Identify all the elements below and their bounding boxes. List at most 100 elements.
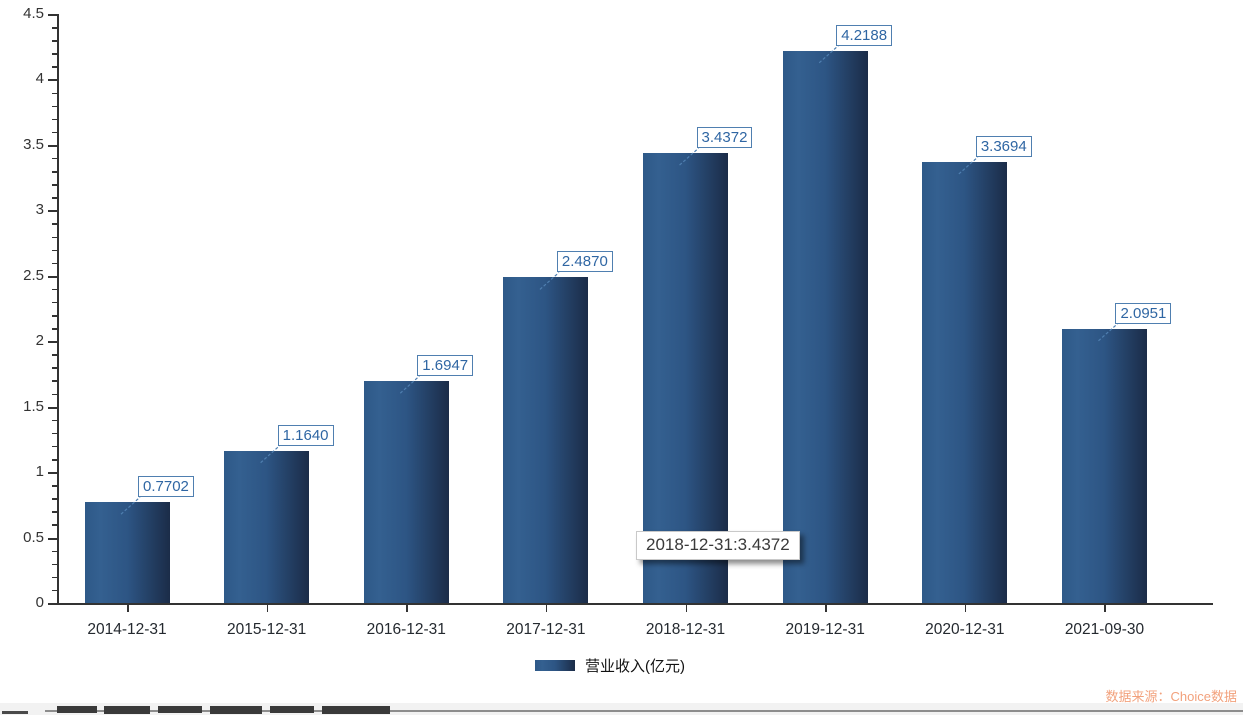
x-axis-tick <box>1104 605 1106 612</box>
bar-2018-12-31[interactable] <box>643 153 729 603</box>
y-minor-tick <box>52 27 57 29</box>
y-minor-tick <box>52 563 57 566</box>
bar-value-label: 1.6947 <box>417 355 474 377</box>
x-axis-tick-label: 2017-12-31 <box>506 621 586 638</box>
y-minor-tick <box>52 184 57 186</box>
x-axis-tick <box>266 605 269 612</box>
x-axis-tick-label: 2019-12-31 <box>785 621 865 638</box>
bar-value-label: 2.0951 <box>1115 302 1172 324</box>
y-axis-tick-label: 1 <box>35 463 44 481</box>
bar-value-label: 2.4870 <box>556 251 613 273</box>
bar-value-label: 4.2188 <box>836 24 893 46</box>
bar-2017-12-31[interactable] <box>503 277 589 603</box>
x-axis-tick <box>406 605 408 612</box>
x-axis-tick <box>545 605 548 612</box>
y-minor-tick <box>52 171 57 173</box>
y-axis-tick-label: 2 <box>35 332 44 350</box>
x-axis-tick <box>964 605 967 612</box>
bar-2014-12-31[interactable] <box>84 502 170 603</box>
bar-value-label: 0.7702 <box>138 476 194 498</box>
x-axis-tick <box>685 605 688 612</box>
divider <box>45 710 1243 712</box>
y-minor-tick <box>52 524 57 526</box>
y-axis <box>57 14 59 605</box>
data-source-note: 数据来源：Choice数据 <box>1105 689 1237 704</box>
y-axis-tick-label: 3.5 <box>23 135 44 153</box>
y-minor-tick <box>52 393 57 396</box>
y-minor-tick <box>52 485 57 487</box>
y-major-tick <box>48 79 57 82</box>
y-minor-tick <box>52 288 57 291</box>
bar-value-label: 3.4372 <box>696 127 753 149</box>
y-minor-tick <box>52 105 57 108</box>
bar-2021-09-30[interactable] <box>1061 328 1147 603</box>
y-minor-tick <box>52 419 57 422</box>
clipped-shape <box>270 706 314 713</box>
clipped-shape <box>57 706 97 713</box>
bar-2019-12-31[interactable] <box>782 50 868 603</box>
y-axis-tick-label: 3 <box>35 201 44 219</box>
clipped-shape <box>104 706 150 714</box>
y-axis-tick-label: 1.5 <box>23 397 44 415</box>
y-minor-tick <box>52 262 57 265</box>
clipped-bottom-content <box>0 703 1243 715</box>
y-major-tick <box>48 406 57 409</box>
y-minor-tick <box>52 66 57 68</box>
y-minor-tick <box>52 118 57 121</box>
clipped-shape <box>2 711 28 714</box>
x-axis-tick-label: 2018-12-31 <box>645 621 726 638</box>
chart-tooltip: 2018-12-31:3.4372 <box>636 531 800 560</box>
y-minor-tick <box>52 92 57 95</box>
clipped-shape <box>158 706 202 713</box>
y-minor-tick <box>52 249 57 252</box>
y-major-tick <box>48 210 57 213</box>
x-axis-tick-label: 2020-12-31 <box>925 621 1005 638</box>
y-minor-tick <box>52 197 57 199</box>
x-axis-tick <box>825 605 827 612</box>
y-major-tick <box>48 537 57 540</box>
y-minor-tick <box>52 328 57 330</box>
y-minor-tick <box>52 301 57 304</box>
y-minor-tick <box>52 445 57 448</box>
x-axis <box>57 603 1213 605</box>
bar-2016-12-31[interactable] <box>363 381 449 603</box>
bar-2015-12-31[interactable] <box>224 450 310 603</box>
legend-swatch-icon <box>535 660 575 671</box>
y-minor-tick <box>52 40 57 42</box>
y-major-tick <box>48 603 57 605</box>
y-axis-tick-label: 2.5 <box>23 266 44 284</box>
y-axis-tick-label: 0 <box>35 594 44 611</box>
y-major-tick <box>48 341 57 344</box>
y-minor-tick <box>52 131 57 134</box>
y-minor-tick <box>52 589 57 592</box>
x-axis-tick-label: 2016-12-31 <box>366 621 446 638</box>
y-minor-tick <box>52 367 57 369</box>
y-major-tick <box>48 144 57 147</box>
y-minor-tick <box>52 53 57 55</box>
y-axis-tick-label: 4 <box>35 70 44 88</box>
bar-2020-12-31[interactable] <box>922 161 1008 603</box>
clipped-shape <box>210 706 262 714</box>
y-axis-tick-label: 0.5 <box>23 528 44 546</box>
legend[interactable]: 营业收入(亿元) <box>535 655 685 676</box>
y-axis-tick-label: 4.5 <box>23 5 44 22</box>
y-minor-tick <box>52 380 57 382</box>
x-axis-tick-label: 2021-09-30 <box>1064 621 1145 638</box>
y-minor-tick <box>52 236 57 238</box>
y-minor-tick <box>52 157 57 160</box>
y-major-tick <box>48 275 57 278</box>
y-minor-tick <box>52 315 57 317</box>
y-minor-tick <box>52 432 57 435</box>
bar-value-label: 1.1640 <box>277 424 334 446</box>
x-axis-tick <box>127 605 129 612</box>
clipped-shape <box>322 706 390 714</box>
y-minor-tick <box>52 223 57 225</box>
y-minor-tick <box>52 550 57 553</box>
y-major-tick <box>48 14 57 16</box>
y-minor-tick <box>52 498 57 500</box>
x-axis-tick-label: 2015-12-31 <box>226 621 307 638</box>
bar-value-label: 3.3694 <box>975 135 1032 157</box>
legend-label: 营业收入(亿元) <box>585 658 685 675</box>
